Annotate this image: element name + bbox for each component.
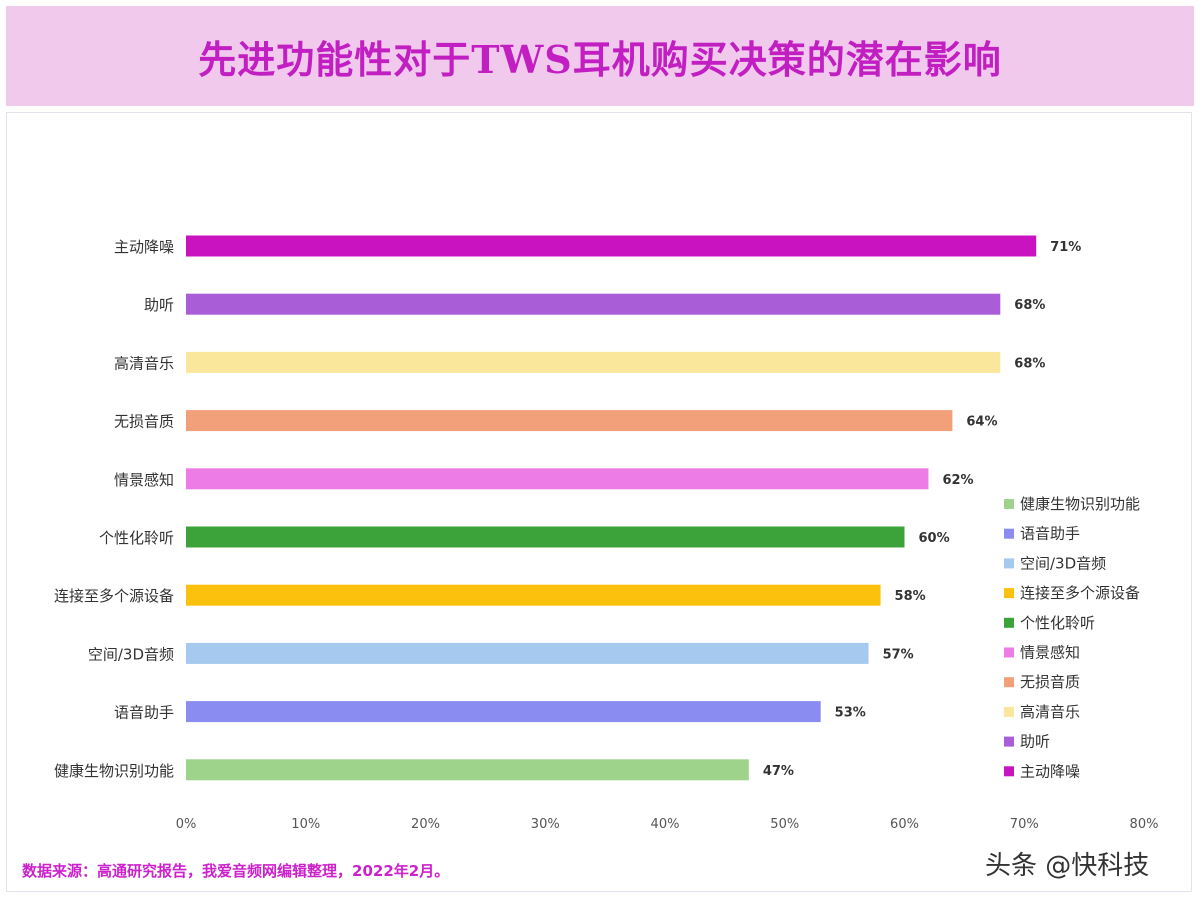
data-label: 68%: [1014, 298, 1045, 313]
data-label: 53%: [835, 706, 866, 721]
legend-swatch: [1004, 647, 1014, 658]
legend-swatch: [1004, 558, 1014, 569]
legend-swatch: [1004, 528, 1014, 539]
legend-label: 空间/3D音频: [1020, 554, 1106, 572]
bar-1: [186, 293, 1001, 315]
bar-6: [186, 584, 881, 606]
category-label: 情景感知: [114, 471, 174, 489]
x-tick-label: 60%: [890, 817, 919, 832]
x-tick-label: 30%: [531, 817, 560, 832]
data-label: 60%: [919, 531, 950, 546]
legend-label: 健康生物识别功能: [1020, 495, 1140, 513]
legend-label: 个性化聆听: [1020, 614, 1095, 632]
watermark: 头条 @快科技: [985, 851, 1150, 881]
category-label: 连接至多个源设备: [54, 587, 174, 605]
legend-swatch: [1004, 677, 1014, 688]
legend-swatch: [1004, 588, 1014, 599]
category-label: 助听: [144, 296, 174, 314]
legend-swatch: [1004, 736, 1014, 747]
legend-swatch: [1004, 499, 1014, 509]
x-tick-label: 50%: [770, 817, 799, 832]
data-label: 58%: [895, 589, 926, 604]
data-label: 64%: [966, 415, 997, 430]
legend-label: 连接至多个源设备: [1020, 584, 1140, 602]
bar-2: [186, 351, 1001, 373]
data-label: 47%: [763, 764, 794, 779]
x-tick-label: 0%: [176, 817, 197, 832]
legend-swatch: [1004, 617, 1014, 628]
legend-swatch: [1004, 766, 1014, 777]
x-tick-label: 20%: [411, 817, 440, 832]
bar-9: [186, 759, 749, 781]
legend-label: 语音助手: [1020, 525, 1080, 543]
category-label: 健康生物识别功能: [54, 762, 174, 780]
legend-label: 助听: [1020, 733, 1050, 751]
bar-3: [186, 410, 953, 432]
legend-label: 无损音质: [1020, 673, 1080, 691]
legend-label: 情景感知: [1020, 644, 1080, 662]
legend-label: 主动降噪: [1020, 762, 1080, 780]
bar-7: [186, 642, 869, 664]
category-label: 高清音乐: [114, 354, 174, 372]
data-label: 68%: [1014, 356, 1045, 371]
bar-5: [186, 526, 905, 548]
bar-4: [186, 468, 929, 490]
x-tick-label: 80%: [1130, 817, 1159, 832]
legend-label: 高清音乐: [1020, 703, 1080, 721]
bar-0: [186, 235, 1037, 257]
category-label: 空间/3D音频: [88, 645, 174, 663]
x-tick-label: 10%: [291, 817, 320, 832]
source-note: 数据来源：高通研究报告，我爱音频网编辑整理，2022年2月。: [22, 862, 450, 880]
title-band: 先进功能性对于TWS耳机购买决策的潜在影响: [6, 6, 1194, 106]
data-label: 71%: [1050, 240, 1081, 255]
plot-frame: [6, 112, 1192, 892]
data-label: 62%: [942, 473, 973, 488]
category-label: 主动降噪: [114, 238, 174, 256]
category-label: 语音助手: [114, 704, 174, 722]
data-label: 57%: [883, 647, 914, 662]
category-label: 无损音质: [114, 413, 174, 431]
bar-8: [186, 701, 821, 723]
chart-title: 先进功能性对于TWS耳机购买决策的潜在影响: [198, 36, 1002, 82]
x-tick-label: 40%: [651, 817, 680, 832]
x-tick-label: 70%: [1010, 817, 1039, 832]
category-label: 个性化聆听: [99, 529, 174, 547]
legend-swatch: [1004, 706, 1014, 717]
